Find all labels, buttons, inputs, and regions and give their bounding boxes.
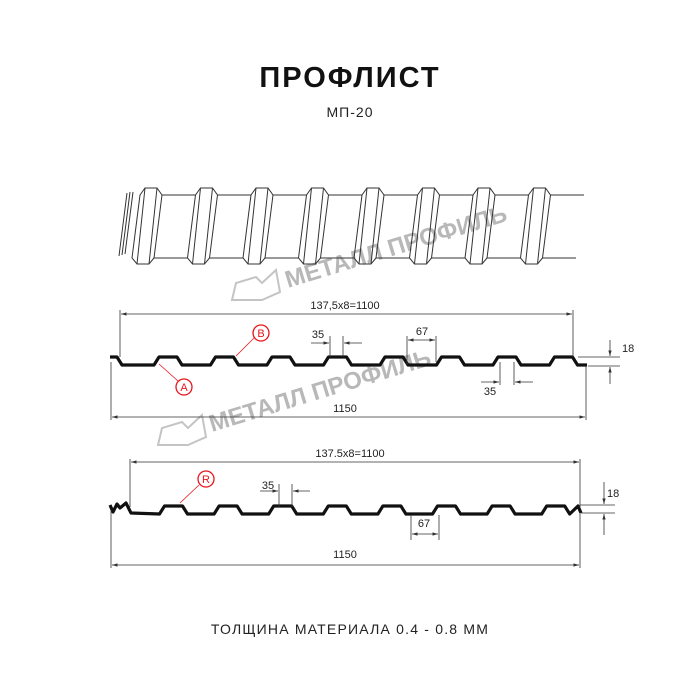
sheet-rib-line: [303, 187, 324, 265]
crest-label: 35: [312, 329, 324, 341]
watermark-2: МЕТАЛЛ ПРОФИЛЬ: [156, 345, 434, 446]
sheet-rib-line: [186, 187, 219, 265]
material-thickness-note: ТОЛЩИНА МАТЕРИАЛА 0.4 - 0.8 ММ: [210, 621, 490, 637]
profile-1: 137,5x8=1100 1150 35 67 35 18 B A: [110, 300, 634, 420]
sheet-rib-line: [525, 187, 546, 265]
marker-r-label: R: [202, 474, 210, 486]
marker-r-leader: [179, 484, 200, 504]
sheet-rib-line: [265, 194, 307, 259]
sheet-rib-line: [487, 194, 529, 259]
profile-2: 137.5x8=1100 1150 35 67 18 R: [108, 448, 619, 568]
sheet-rib-line: [431, 194, 473, 259]
sheet-3d-view: [118, 187, 584, 265]
marker-a-circle: [175, 378, 193, 396]
valley-label: 67: [418, 518, 430, 530]
sheet-rib-line: [118, 191, 134, 257]
valley-top-label: 67: [416, 326, 428, 338]
sheet-rib-line: [320, 194, 362, 259]
profile-2-line: [108, 501, 583, 516]
page-title: ПРОФЛИСТ: [259, 62, 441, 94]
marker-r-circle: [197, 470, 215, 488]
pitch-label: 137,5x8=1100: [310, 300, 379, 312]
watermark-1: МЕТАЛЛ ПРОФИЛЬ: [230, 201, 510, 301]
sheet-rib-line: [542, 194, 584, 259]
marker-b-circle: [252, 324, 270, 342]
sheet-rib-line: [131, 187, 163, 265]
sheet-rib-line: [154, 194, 196, 259]
sheet-rib-line: [297, 187, 330, 265]
sheet-rib-line: [519, 187, 552, 265]
marker-b-leader: [235, 337, 255, 357]
watermark-logo-icon: [156, 413, 208, 446]
sheet-rib-line: [209, 194, 251, 259]
sheet-rib-line: [376, 194, 418, 259]
valley-label: 35: [484, 386, 496, 398]
watermark-text: МЕТАЛЛ ПРОФИЛЬ: [282, 201, 510, 294]
height-label: 18: [622, 343, 634, 355]
profile-1-line: [110, 355, 587, 367]
width-label: 1150: [333, 549, 357, 561]
marker-a-leader: [158, 363, 179, 382]
sheet-rib-line: [136, 187, 158, 265]
sheet-rib-line: [358, 187, 380, 265]
marker-a-label: A: [180, 382, 188, 394]
sheet-rib-line: [242, 187, 274, 265]
sheet-rib-line: [414, 187, 435, 265]
height-label: 18: [607, 488, 619, 500]
sheet-rib-line: [469, 187, 491, 265]
sheet-rib-line: [192, 187, 213, 265]
sheet-rib-line: [247, 187, 269, 265]
watermark-logo-icon: [230, 268, 282, 301]
pitch-label: 137.5x8=1100: [315, 448, 384, 460]
marker-b-label: B: [257, 328, 264, 340]
crest-label: 35: [262, 480, 274, 492]
page-subtitle: МП-20: [326, 104, 374, 120]
width-label: 1150: [333, 403, 357, 415]
